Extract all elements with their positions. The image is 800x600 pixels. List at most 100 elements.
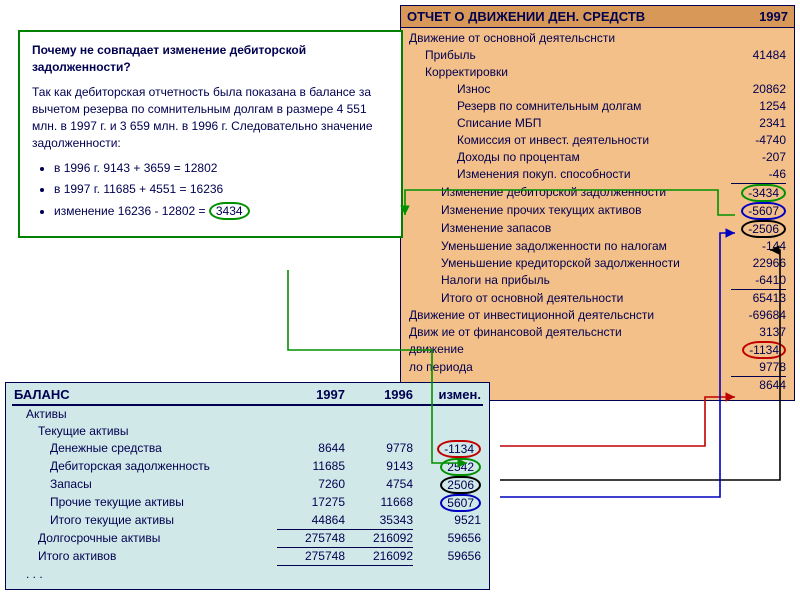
bal-total-v2: 216092 <box>345 548 413 566</box>
bal-label: Итого текущие активы <box>14 512 277 530</box>
bal-v3: 5607 <box>413 494 481 512</box>
cf-value: -46 <box>731 166 786 184</box>
cashflow-title: ОТЧЕТ О ДВИЖЕНИИ ДЕН. СРЕДСТВ <box>407 9 645 24</box>
bal-title: БАЛАНС <box>14 387 277 402</box>
note-bullet: в 1997 г. 11685 + 4551 = 16236 <box>54 181 389 198</box>
cf-value: 41484 <box>731 47 786 64</box>
note-bullet: в 1996 г. 9143 + 3659 = 12802 <box>54 160 389 177</box>
bal-v3: 9521 <box>413 512 481 530</box>
bal-v2: 9143 <box>345 458 413 476</box>
bal-v2: 9778 <box>345 440 413 458</box>
note-bullet: изменение 16236 - 12802 = 3434 <box>54 202 389 220</box>
cf-label: Корректировки <box>409 64 508 81</box>
bal-row: Денежные средства86449778-1134 <box>12 440 483 458</box>
cf-value: -5607 <box>731 202 786 220</box>
bal-row: Дебиторская задолженность116859143 2542 <box>12 458 483 476</box>
highlighted-value: -1134 <box>437 440 481 458</box>
cf-value: 2341 <box>731 115 786 132</box>
bal-long-v1: 275748 <box>277 530 345 548</box>
cf-label: ло периода <box>409 359 473 377</box>
cf-label: Изменение дебиторской задолженности <box>409 184 666 202</box>
cf-value: 3137 <box>731 324 786 341</box>
cf-value: -6410 <box>731 272 786 290</box>
note-title: Почему не совпадает изменение дебиторско… <box>32 42 389 76</box>
bal-label: Денежные средства <box>14 440 277 458</box>
bal-current-label: Текущие активы <box>14 423 481 440</box>
bal-v2: 35343 <box>345 512 413 530</box>
cf-row: Уменьшение задолженности по налогам-144 <box>407 238 788 255</box>
cf-row: Корректировки <box>407 64 788 81</box>
cf-value <box>731 64 786 81</box>
cf-label: Изменение прочих текущих активов <box>409 202 641 220</box>
cf-label: Изменения покуп. способности <box>409 166 631 184</box>
highlighted-value: 2506 <box>440 476 481 494</box>
cf-label: Резерв по сомнительным долгам <box>409 98 641 115</box>
highlighted-value: 5607 <box>440 494 481 512</box>
cf-value: -207 <box>731 149 786 166</box>
cf-value: 20862 <box>731 81 786 98</box>
bal-row: Прочие текущие активы17275116685607 <box>12 494 483 512</box>
cf-section: Движение от основной деятельснсти <box>407 30 788 47</box>
cf-label: Итого от основной деятельности <box>409 290 623 307</box>
bal-total-label: Итого активов <box>14 548 277 566</box>
bal-label: Дебиторская задолженность <box>14 458 277 476</box>
bal-col-1997: 1997 <box>277 387 345 402</box>
explanation-note: Почему не совпадает изменение дебиторско… <box>18 30 403 238</box>
bal-col-1996: 1996 <box>345 387 413 402</box>
bal-v1: 44864 <box>277 512 345 530</box>
cf-value: 8644 <box>731 377 786 394</box>
note-b3-val: 3434 <box>209 202 250 220</box>
balance-sheet: БАЛАНС 1997 1996 измен. Активы Текущие а… <box>5 382 490 590</box>
cf-row: ло периода9778 <box>407 359 788 377</box>
cf-section-label: Движение от основной деятельснсти <box>409 30 615 47</box>
bal-v3: 2542 <box>413 458 481 476</box>
cf-label: Износ <box>409 81 490 98</box>
cf-value: 65413 <box>731 290 786 307</box>
bal-row: Запасы726047542506 <box>12 476 483 494</box>
bal-col-change: измен. <box>413 387 481 402</box>
cf-value: 1254 <box>731 98 786 115</box>
cf-row: Доходы по процентам -207 <box>407 149 788 166</box>
cf-label: Движение от инвестиционной деятельснсти <box>409 307 654 324</box>
cf-row: Итого от основной деятельности 65413 <box>407 290 788 307</box>
cf-value: -1134 <box>731 341 786 359</box>
highlighted-value: 2542 <box>440 458 481 476</box>
cf-row: движение -1134 <box>407 341 788 359</box>
cf-label: движение <box>409 341 464 359</box>
cf-label: Доходы по процентам <box>409 149 580 166</box>
highlighted-value: -5607 <box>741 202 786 220</box>
cf-value: 22966 <box>731 255 786 272</box>
cf-label: Изменение запасов <box>409 220 551 238</box>
highlighted-value: -3434 <box>741 184 786 202</box>
cf-row: Налоги на прибыль-6410 <box>407 272 788 290</box>
note-b3-prefix: изменение 16236 - 12802 = <box>54 204 209 218</box>
cf-row: Движ ие от финансовой деятельснсти 3137 <box>407 324 788 341</box>
bal-current: Текущие активы <box>12 423 483 440</box>
cashflow-report: ОТЧЕТ О ДВИЖЕНИИ ДЕН. СРЕДСТВ 1997 Движе… <box>400 5 795 401</box>
cf-row: Резерв по сомнительным долгам 1254 <box>407 98 788 115</box>
bal-v3: 2506 <box>413 476 481 494</box>
highlighted-value: -1134 <box>742 341 786 359</box>
balance-header: БАЛАНС 1997 1996 измен. <box>12 383 483 406</box>
cf-value: -69684 <box>731 307 786 324</box>
cf-row: Комиссия от инвест. деятельности -4740 <box>407 132 788 149</box>
cf-value: -4740 <box>731 132 786 149</box>
cf-label: Комиссия от инвест. деятельности <box>409 132 649 149</box>
bal-v2: 11668 <box>345 494 413 512</box>
bal-dots-label: . . . <box>14 566 481 583</box>
bal-total-v3: 59656 <box>413 548 481 566</box>
cf-label: Движ ие от финансовой деятельснсти <box>409 324 622 341</box>
cashflow-year: 1997 <box>759 9 788 24</box>
cf-value: -2506 <box>731 220 786 238</box>
cf-row: Движение от инвестиционной деятельснсти -… <box>407 307 788 324</box>
bal-label: Запасы <box>14 476 277 494</box>
bal-assets: Активы <box>12 406 483 423</box>
cf-row: Изменение прочих текущих активов -5607 <box>407 202 788 220</box>
bal-v1: 11685 <box>277 458 345 476</box>
cf-row: Изменение дебиторской задолженности -3434 <box>407 184 788 202</box>
bal-long-label: Долгосрочные активы <box>14 530 277 548</box>
cf-label: Списание МБП <box>409 115 541 132</box>
bal-label: Прочие текущие активы <box>14 494 277 512</box>
cf-value: -3434 <box>731 184 786 202</box>
bal-dots: . . . <box>12 566 483 583</box>
